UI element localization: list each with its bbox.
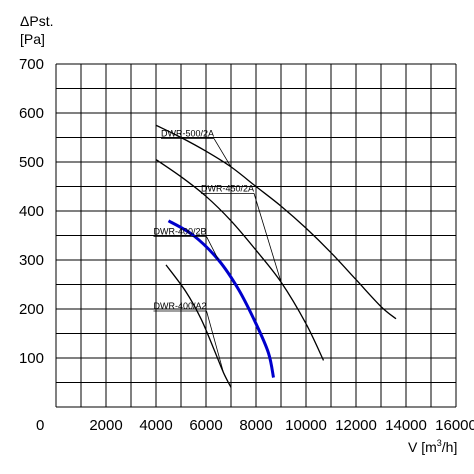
series-label: DWR-450/2A [201,183,254,193]
x-tick-label: 14000 [385,417,427,434]
series-label-leader [206,310,224,373]
series-label: DWR-400/2B [154,227,207,237]
y-tick-label: 500 [19,154,44,171]
series-line [155,124,397,320]
x-tick-label: 12000 [335,417,377,434]
y-tick-labels: 100 200 300 400 500 600 700 [19,56,44,367]
series-label: DWR-400/A2 [154,301,207,311]
series-line [167,219,275,378]
origin-label: 0 [36,417,44,434]
x-tick-label: 10000 [285,417,327,434]
x-tick-label: 4000 [139,417,172,434]
curves [155,124,397,388]
grid [55,63,457,408]
x-tick-label: 8000 [239,417,272,434]
series-line [165,264,232,388]
series-line [155,159,325,361]
series-label: DWR-500/2A [161,129,214,139]
x-tick-label: 2000 [89,417,122,434]
curve-labels: DWR-500/2A DWR-450/2A DWR-400/2B DWR-400/A2 [153,129,282,373]
y-axis-title-line2: [Pa] [20,31,45,47]
x-tick-label: 6000 [189,417,222,434]
x-tick-labels: 2000 4000 6000 8000 10000 12000 14000 16000 [89,417,474,434]
series-label-leader [253,193,282,283]
series-label-leader [206,236,219,261]
y-tick-label: 400 [19,203,44,220]
x-tick-label: 16000 [435,417,474,434]
series-label-leader [213,138,232,168]
y-tick-label: 200 [19,301,44,318]
y-tick-label: 100 [19,350,44,367]
y-tick-label: 600 [19,105,44,122]
y-tick-label: 700 [19,56,44,73]
x-axis-title: V [m3/h] [408,438,457,455]
y-axis-title-line1: ΔPst. [20,13,53,29]
y-tick-label: 300 [19,252,44,269]
